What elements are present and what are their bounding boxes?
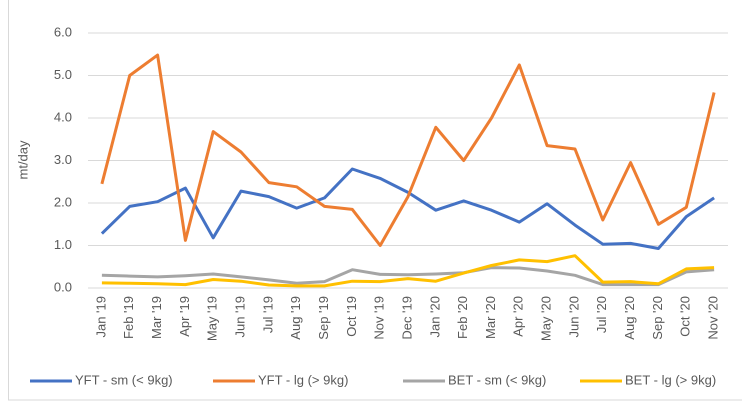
legend-label: BET - lg (> 9kg)	[625, 372, 716, 387]
x-tick-label: Jul '19	[260, 296, 275, 333]
x-tick-label: Sep '19	[316, 296, 331, 340]
x-tick-label: Jan '19	[93, 296, 108, 338]
x-tick-label: Mar '20	[483, 296, 498, 339]
y-tick-label: 6.0	[54, 24, 72, 39]
x-tick-label: Aug '20	[622, 296, 637, 340]
y-tick-label: 3.0	[54, 152, 72, 167]
x-tick-label: Oct '19	[344, 296, 359, 337]
x-tick-label: Oct '20	[678, 296, 693, 337]
x-tick-label: Jun '20	[566, 296, 581, 338]
x-tick-label: Nov '19	[372, 296, 387, 340]
legend-label: YFT - sm (< 9kg)	[75, 372, 173, 387]
x-tick-label: May '19	[205, 296, 220, 341]
y-tick-label: 2.0	[54, 194, 72, 209]
y-tick-label: 0.0	[54, 279, 72, 294]
x-tick-label: Mar '19	[149, 296, 164, 339]
y-tick-label: 1.0	[54, 237, 72, 252]
x-tick-label: May '20	[539, 296, 554, 341]
series-line	[100, 53, 716, 247]
x-tick-label: Dec '19	[399, 296, 414, 340]
x-tick-label: Apr '19	[177, 296, 192, 337]
series-line	[101, 266, 715, 287]
series-line	[101, 254, 715, 288]
x-tick-label: Feb '19	[121, 296, 136, 339]
y-axis-label: mt/day	[15, 140, 30, 180]
x-tick-label: Feb '20	[455, 296, 470, 339]
x-tick-label: Jun '19	[232, 296, 247, 338]
x-tick-label: Jul '20	[594, 296, 609, 333]
series-line	[100, 167, 715, 250]
x-tick-label: Nov '20	[706, 296, 721, 340]
legend-label: YFT - lg (> 9kg)	[258, 372, 348, 387]
x-tick-label: Sep '20	[650, 296, 665, 340]
x-tick-label: Aug '19	[288, 296, 303, 340]
chart-frame	[8, 0, 742, 401]
y-tick-label: 4.0	[54, 109, 72, 124]
x-tick-label: Apr '20	[511, 296, 526, 337]
legend-label: BET - sm (< 9kg)	[448, 372, 546, 387]
y-tick-label: 5.0	[54, 67, 72, 82]
x-tick-label: Jan '20	[427, 296, 442, 338]
